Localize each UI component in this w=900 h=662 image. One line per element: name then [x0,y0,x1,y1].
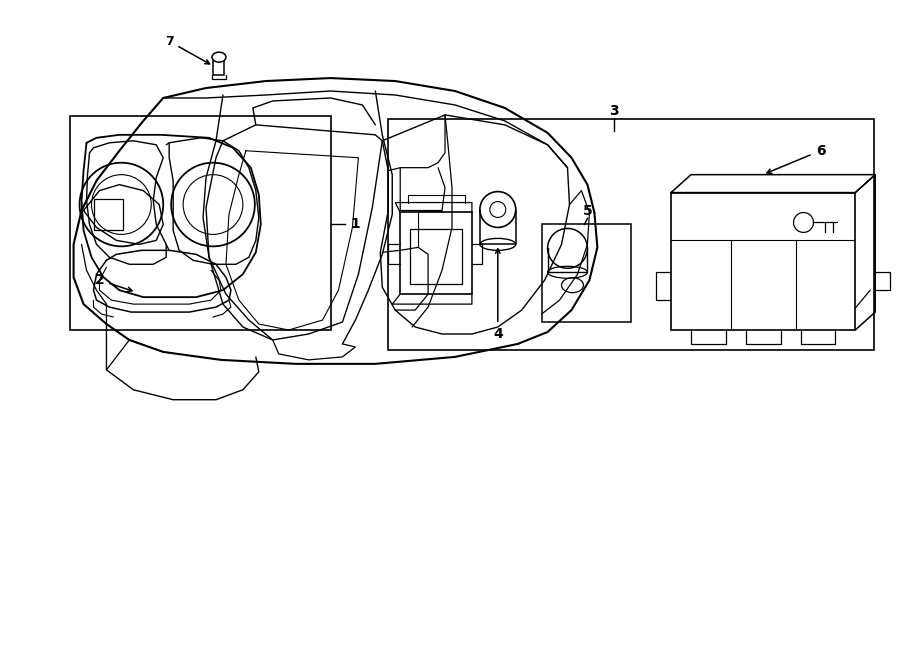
Bar [400,213,472,294]
Bar [542,224,631,322]
Text: 1: 1 [350,217,360,232]
Text: 4: 4 [493,249,503,341]
Bar [671,193,855,330]
Bar [94,199,123,230]
Text: 2: 2 [94,273,132,291]
Text: 7: 7 [165,34,210,64]
Bar [388,119,874,350]
Ellipse shape [212,52,226,62]
Bar [213,57,224,75]
Text: 6: 6 [767,144,825,173]
Text: 5: 5 [582,203,592,218]
Text: 3: 3 [609,104,619,118]
Bar [69,116,330,330]
Bar [410,230,462,284]
